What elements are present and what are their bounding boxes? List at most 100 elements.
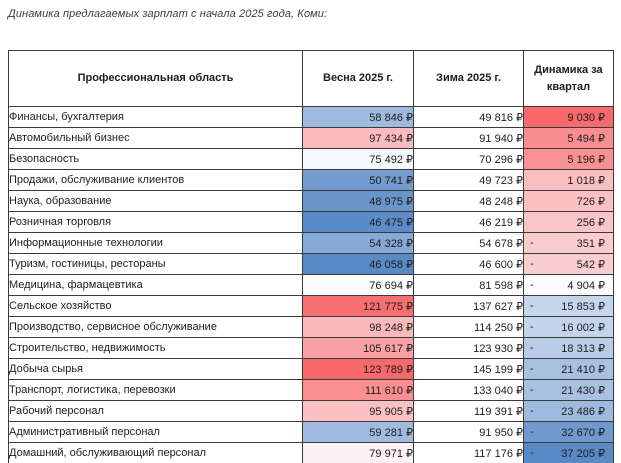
- winter-value-cell: 145 199 ₽: [413, 358, 524, 380]
- delta-value-cell: - 18 313 ₽: [523, 337, 614, 359]
- spring-value-cell: 54 328 ₽: [302, 232, 414, 254]
- area-cell: Строительство, недвижимость: [8, 337, 303, 359]
- spring-value-cell: 58 846 ₽: [302, 106, 414, 128]
- area-cell: Информационные технологии: [8, 232, 303, 254]
- delta-wrap: - 4 904 ₽: [525, 279, 613, 292]
- delta-sign: -: [530, 237, 534, 249]
- table-row: Финансы, бухгалтерия 58 846 ₽49 816 ₽ 9 03…: [8, 106, 614, 128]
- area-cell: Добыча сырья: [8, 358, 303, 380]
- delta-wrap: 726 ₽: [525, 195, 613, 208]
- winter-value-cell: 114 250 ₽: [413, 316, 524, 338]
- table-caption: Динамика предлагаемых зарплат с начала 2…: [8, 8, 328, 20]
- delta-value: 5 494 ₽: [567, 132, 605, 145]
- delta-sign: -: [530, 384, 534, 396]
- delta-value: 351 ₽: [576, 237, 605, 250]
- column-header-delta: Динамика за квартал: [523, 50, 614, 107]
- delta-sign: -: [530, 258, 534, 270]
- delta-sign: -: [530, 300, 534, 312]
- area-cell: Транспорт, логистика, перевозки: [8, 379, 303, 401]
- winter-value-cell: 48 248 ₽: [413, 190, 524, 212]
- area-cell: Безопасность: [8, 148, 303, 170]
- delta-value-cell: - 23 486 ₽: [523, 400, 614, 422]
- delta-value: 4 904 ₽: [567, 279, 605, 292]
- spring-value-cell: 48 975 ₽: [302, 190, 414, 212]
- delta-value: 726 ₽: [576, 195, 605, 208]
- winter-value-cell: 46 600 ₽: [413, 253, 524, 275]
- spring-value-cell: 46 475 ₽: [302, 211, 414, 233]
- table-row: Медицина, фармацевтика 76 694 ₽81 598 ₽ - 4…: [8, 274, 614, 296]
- delta-value-cell: - 21 410 ₽: [523, 358, 614, 380]
- delta-wrap: 256 ₽: [525, 216, 613, 229]
- delta-value-cell: - 37 205 ₽: [523, 442, 614, 463]
- winter-value-cell: 117 176 ₽: [413, 442, 524, 463]
- winter-value-cell: 81 598 ₽: [413, 274, 524, 296]
- table-row: Добыча сырья 123 789 ₽145 199 ₽ - 21 410 ₽: [8, 358, 614, 380]
- delta-sign: -: [530, 447, 534, 459]
- spring-value-cell: 98 248 ₽: [302, 316, 414, 338]
- delta-value-cell: 9 030 ₽: [523, 106, 614, 128]
- delta-value-cell: - 351 ₽: [523, 232, 614, 254]
- salary-table: Профессиональная область Весна 2025 г. З…: [8, 50, 614, 463]
- delta-value-cell: - 4 904 ₽: [523, 274, 614, 296]
- spring-value-cell: 50 741 ₽: [302, 169, 414, 191]
- area-cell: Розничная торговля: [8, 211, 303, 233]
- delta-wrap: 1 018 ₽: [525, 174, 613, 187]
- delta-wrap: - 351 ₽: [525, 237, 613, 250]
- delta-wrap: - 16 002 ₽: [525, 321, 613, 334]
- column-header-area: Профессиональная область: [8, 50, 303, 107]
- delta-value: 5 196 ₽: [567, 153, 605, 166]
- area-cell: Продажи, обслуживание клиентов: [8, 169, 303, 191]
- winter-value-cell: 137 627 ₽: [413, 295, 524, 317]
- winter-value-cell: 91 950 ₽: [413, 421, 524, 443]
- delta-value: 9 030 ₽: [567, 111, 605, 124]
- delta-value-cell: - 15 853 ₽: [523, 295, 614, 317]
- spring-value-cell: 79 971 ₽: [302, 442, 414, 463]
- spring-value-cell: 105 617 ₽: [302, 337, 414, 359]
- delta-value-cell: 5 494 ₽: [523, 127, 614, 149]
- spring-value-cell: 97 434 ₽: [302, 127, 414, 149]
- table-row: Туризм, гостиницы, рестораны 46 058 ₽46 6…: [8, 253, 614, 275]
- spring-value-cell: 59 281 ₽: [302, 421, 414, 443]
- delta-sign: -: [530, 426, 534, 438]
- table-row: Производство, сервисное обслуживание 98 2…: [8, 316, 614, 338]
- delta-sign: -: [530, 342, 534, 354]
- delta-value-cell: - 542 ₽: [523, 253, 614, 275]
- salary-table-header: Профессиональная область Весна 2025 г. З…: [8, 50, 614, 107]
- delta-value-cell: 5 196 ₽: [523, 148, 614, 170]
- table-row: Рабочий персонал 95 905 ₽119 391 ₽ - 23 486…: [8, 400, 614, 422]
- delta-value: 1 018 ₽: [567, 174, 605, 187]
- delta-value: 15 853 ₽: [561, 300, 605, 313]
- header-row: Профессиональная область Весна 2025 г. З…: [8, 50, 614, 107]
- delta-wrap: 5 196 ₽: [525, 153, 613, 166]
- spring-value-cell: 123 789 ₽: [302, 358, 414, 380]
- delta-value: 37 205 ₽: [561, 447, 605, 460]
- area-cell: Наука, образование: [8, 190, 303, 212]
- delta-wrap: 5 494 ₽: [525, 132, 613, 145]
- delta-wrap: - 18 313 ₽: [525, 342, 613, 355]
- delta-sign: -: [530, 405, 534, 417]
- spring-value-cell: 46 058 ₽: [302, 253, 414, 275]
- area-cell: Сельское хозяйство: [8, 295, 303, 317]
- delta-value-cell: - 21 430 ₽: [523, 379, 614, 401]
- winter-value-cell: 49 723 ₽: [413, 169, 524, 191]
- winter-value-cell: 46 219 ₽: [413, 211, 524, 233]
- column-header-spring: Весна 2025 г.: [302, 50, 414, 107]
- table-row: Продажи, обслуживание клиентов 50 741 ₽49…: [8, 169, 614, 191]
- area-cell: Рабочий персонал: [8, 400, 303, 422]
- winter-value-cell: 91 940 ₽: [413, 127, 524, 149]
- winter-value-cell: 70 296 ₽: [413, 148, 524, 170]
- table-row: Информационные технологии 54 328 ₽54 678 …: [8, 232, 614, 254]
- delta-wrap: - 23 486 ₽: [525, 405, 613, 418]
- delta-value-cell: 256 ₽: [523, 211, 614, 233]
- delta-value-cell: - 32 670 ₽: [523, 421, 614, 443]
- table-row: Административный персонал 59 281 ₽91 950 …: [8, 421, 614, 443]
- delta-value: 23 486 ₽: [561, 405, 605, 418]
- delta-wrap: - 21 430 ₽: [525, 384, 613, 397]
- table-row: Домашний, обслуживающий персонал 79 971 ₽…: [8, 442, 614, 463]
- spring-value-cell: 76 694 ₽: [302, 274, 414, 296]
- table-row: Автомобильный бизнес 97 434 ₽91 940 ₽ 5 49…: [8, 127, 614, 149]
- delta-wrap: - 21 410 ₽: [525, 363, 613, 376]
- delta-value: 542 ₽: [576, 258, 605, 271]
- delta-wrap: - 32 670 ₽: [525, 426, 613, 439]
